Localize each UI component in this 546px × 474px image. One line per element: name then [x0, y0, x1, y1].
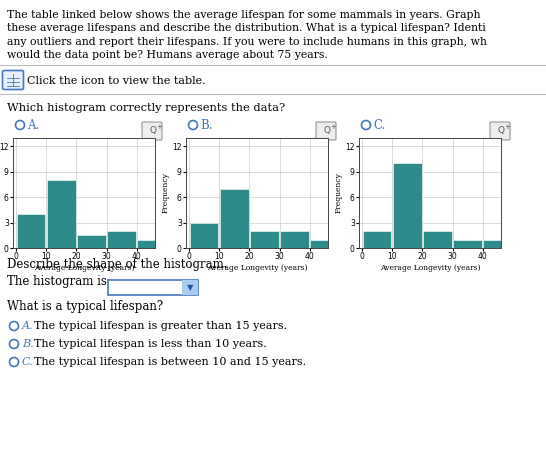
Text: Q: Q [324, 126, 331, 135]
Bar [280, 231, 309, 248]
Text: C.: C. [22, 357, 34, 367]
Text: What is a typical lifespan?: What is a typical lifespan? [7, 300, 163, 313]
Text: The typical lifespan is less than 10 years.: The typical lifespan is less than 10 yea… [34, 339, 267, 349]
Bar [138, 239, 166, 248]
Text: The table linked below shows the average lifespan for some mammals in years. Gra: The table linked below shows the average… [7, 9, 480, 19]
FancyBboxPatch shape [142, 122, 162, 140]
Bar [108, 280, 198, 295]
Text: Click the icon to view the table.: Click the icon to view the table. [27, 76, 206, 86]
Bar [182, 280, 198, 295]
Text: +: + [156, 124, 162, 130]
Y-axis label: Frequency: Frequency [162, 173, 170, 213]
Text: Q: Q [150, 126, 157, 135]
Bar [363, 231, 391, 248]
Y-axis label: Frequency: Frequency [335, 173, 342, 213]
Bar [77, 235, 106, 248]
Bar [393, 164, 422, 248]
Text: The histogram is: The histogram is [7, 275, 107, 288]
FancyBboxPatch shape [316, 122, 336, 140]
Text: The typical lifespan is greater than 15 years.: The typical lifespan is greater than 15 … [34, 321, 287, 331]
FancyBboxPatch shape [3, 71, 23, 90]
Text: +: + [330, 124, 336, 130]
Bar [220, 189, 248, 248]
Text: any outliers and report their lifespans. If you were to include humans in this g: any outliers and report their lifespans.… [7, 36, 487, 46]
Text: Q: Q [498, 126, 505, 135]
Text: +: + [504, 124, 510, 130]
Bar [47, 180, 75, 248]
Text: Which histogram correctly represents the data?: Which histogram correctly represents the… [7, 103, 285, 113]
Bar [16, 214, 45, 248]
Bar [483, 239, 512, 248]
Text: B.: B. [22, 339, 34, 349]
Bar [453, 239, 482, 248]
X-axis label: Average Longevity (years): Average Longevity (years) [34, 264, 134, 272]
Bar [250, 231, 279, 248]
Bar [311, 239, 339, 248]
X-axis label: Average Longevity (years): Average Longevity (years) [380, 264, 480, 272]
X-axis label: Average Longevity (years): Average Longevity (years) [207, 264, 307, 272]
Text: A.: A. [22, 321, 33, 331]
Bar [107, 231, 136, 248]
Text: would the data point be? Humans average about 75 years.: would the data point be? Humans average … [7, 50, 328, 60]
Text: The typical lifespan is between 10 and 15 years.: The typical lifespan is between 10 and 1… [34, 357, 306, 367]
Bar [423, 231, 452, 248]
Bar [189, 223, 218, 248]
Text: A.: A. [27, 118, 39, 131]
Text: ▼: ▼ [187, 283, 193, 292]
Text: these average lifespans and describe the distribution. What is a typical lifespa: these average lifespans and describe the… [7, 23, 486, 33]
Text: C.: C. [373, 118, 385, 131]
Text: Describe the shape of the histogram.: Describe the shape of the histogram. [7, 258, 228, 271]
FancyBboxPatch shape [490, 122, 510, 140]
Text: B.: B. [200, 118, 212, 131]
